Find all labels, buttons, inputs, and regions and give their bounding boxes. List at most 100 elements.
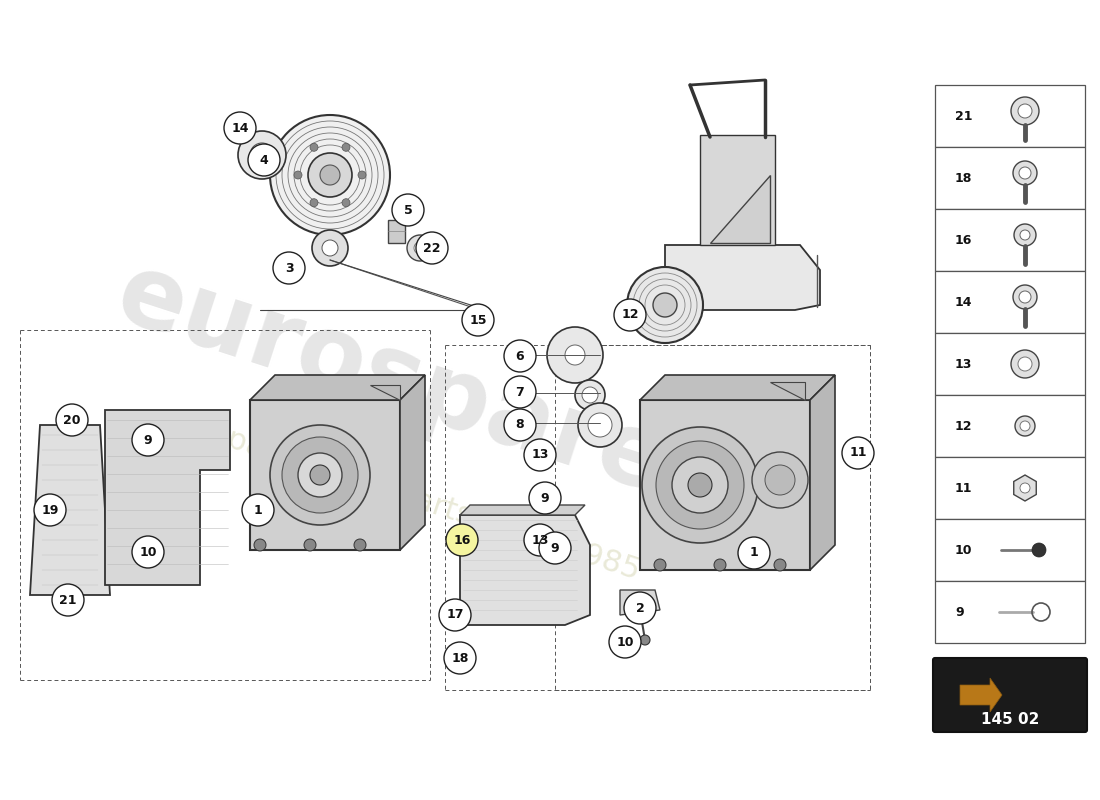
Text: 12: 12	[955, 419, 972, 433]
Bar	[935, 333, 1085, 395]
Text: 16: 16	[453, 534, 471, 546]
Circle shape	[1032, 543, 1046, 557]
Circle shape	[322, 240, 338, 256]
Text: 9: 9	[541, 491, 549, 505]
Text: 15: 15	[470, 314, 486, 326]
Circle shape	[1013, 161, 1037, 185]
Text: 21: 21	[59, 594, 77, 606]
Circle shape	[609, 626, 641, 658]
Text: 10: 10	[616, 635, 634, 649]
Text: 16: 16	[955, 234, 972, 246]
Circle shape	[132, 424, 164, 456]
Circle shape	[270, 425, 370, 525]
Circle shape	[407, 235, 433, 261]
Circle shape	[1011, 97, 1040, 125]
Circle shape	[524, 524, 556, 556]
Text: 11: 11	[955, 482, 972, 494]
Polygon shape	[250, 375, 425, 400]
Text: 9: 9	[551, 542, 559, 554]
Text: 6: 6	[516, 350, 525, 362]
Text: 18: 18	[451, 651, 469, 665]
Circle shape	[414, 242, 426, 254]
Circle shape	[842, 437, 874, 469]
Polygon shape	[640, 375, 835, 400]
Circle shape	[312, 230, 348, 266]
Bar	[935, 271, 1085, 333]
Circle shape	[738, 537, 770, 569]
Polygon shape	[640, 400, 810, 570]
Text: 20: 20	[64, 414, 80, 426]
Circle shape	[298, 453, 342, 497]
Text: 1: 1	[749, 546, 758, 559]
Bar	[935, 519, 1085, 581]
Circle shape	[672, 457, 728, 513]
Circle shape	[653, 293, 676, 317]
Text: 14: 14	[231, 122, 249, 134]
Circle shape	[342, 143, 350, 151]
Text: 10: 10	[955, 543, 972, 557]
Circle shape	[688, 473, 712, 497]
Bar	[935, 147, 1085, 209]
Circle shape	[614, 299, 646, 331]
Polygon shape	[388, 220, 405, 243]
Text: 11: 11	[849, 446, 867, 459]
Text: 17: 17	[447, 609, 464, 622]
Circle shape	[1020, 421, 1030, 431]
Circle shape	[524, 439, 556, 471]
Text: 12: 12	[621, 309, 639, 322]
Circle shape	[392, 194, 424, 226]
Circle shape	[1018, 357, 1032, 371]
Text: 13: 13	[531, 449, 549, 462]
Polygon shape	[700, 135, 776, 245]
Circle shape	[310, 198, 318, 206]
Polygon shape	[810, 375, 835, 570]
Circle shape	[1015, 416, 1035, 436]
Circle shape	[132, 536, 164, 568]
Text: 7: 7	[516, 386, 525, 398]
Text: 1: 1	[254, 503, 263, 517]
Circle shape	[320, 165, 340, 185]
Circle shape	[642, 427, 758, 543]
Text: 8: 8	[516, 418, 525, 431]
Bar	[935, 209, 1085, 271]
Text: 4: 4	[260, 154, 268, 166]
Circle shape	[1014, 224, 1036, 246]
Circle shape	[1018, 104, 1032, 118]
Text: 2: 2	[636, 602, 645, 614]
Circle shape	[224, 112, 256, 144]
Text: 19: 19	[42, 503, 58, 517]
Circle shape	[446, 524, 478, 556]
Polygon shape	[960, 678, 1002, 712]
Circle shape	[774, 559, 786, 571]
Circle shape	[294, 171, 302, 179]
Polygon shape	[30, 425, 110, 595]
Circle shape	[342, 198, 350, 206]
FancyBboxPatch shape	[933, 658, 1087, 732]
Bar	[935, 581, 1085, 643]
Circle shape	[504, 376, 536, 408]
Circle shape	[308, 153, 352, 197]
Circle shape	[1019, 291, 1031, 303]
Circle shape	[578, 403, 621, 447]
Text: 5: 5	[404, 203, 412, 217]
Circle shape	[310, 143, 318, 151]
Circle shape	[462, 304, 494, 336]
Text: a passion for parts since 1985: a passion for parts since 1985	[196, 415, 644, 585]
Text: 9: 9	[955, 606, 964, 618]
Circle shape	[640, 635, 650, 645]
Circle shape	[1019, 167, 1031, 179]
Circle shape	[529, 482, 561, 514]
Bar	[935, 395, 1085, 457]
Polygon shape	[770, 382, 805, 400]
Circle shape	[575, 380, 605, 410]
Circle shape	[1020, 230, 1030, 240]
Circle shape	[254, 539, 266, 551]
Circle shape	[56, 404, 88, 436]
Circle shape	[34, 494, 66, 526]
Text: 13: 13	[531, 534, 549, 546]
Text: 18: 18	[955, 171, 972, 185]
Text: eurospares: eurospares	[104, 246, 736, 534]
Circle shape	[504, 409, 536, 441]
Text: 21: 21	[955, 110, 972, 122]
Circle shape	[310, 465, 330, 485]
